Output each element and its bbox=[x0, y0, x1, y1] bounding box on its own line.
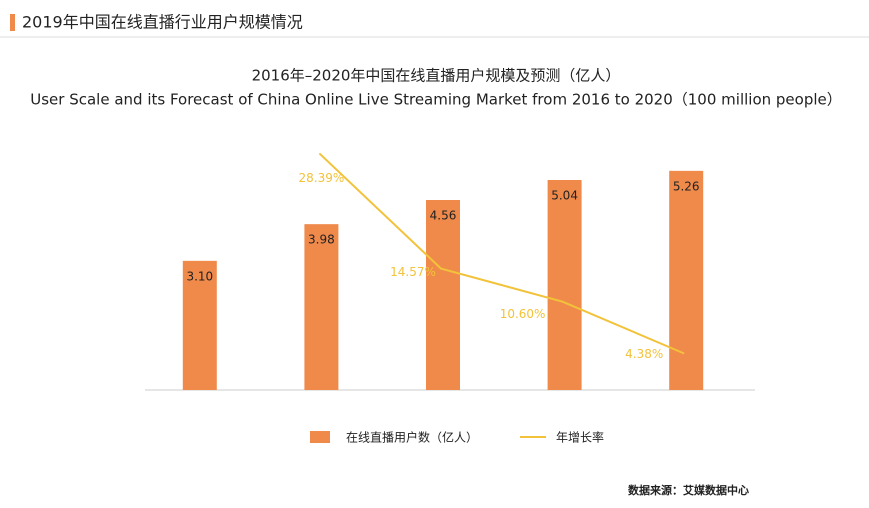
legend-swatch bbox=[310, 431, 330, 443]
data-label: 5.26 bbox=[673, 179, 700, 193]
bar bbox=[547, 180, 582, 390]
bar bbox=[182, 260, 217, 390]
bar bbox=[426, 200, 460, 390]
data-label: 4.38% bbox=[625, 347, 663, 361]
legend-label: 在线直播用户数（亿人） bbox=[346, 430, 478, 445]
data-label: 28.39% bbox=[299, 171, 345, 185]
chart-subtitle: User Scale and its Forecast of China Onl… bbox=[30, 91, 842, 109]
data-label: 3.10 bbox=[186, 269, 213, 283]
data-label: 4.56 bbox=[430, 209, 457, 223]
bar bbox=[304, 224, 339, 390]
data-label: 5.04 bbox=[551, 189, 578, 203]
source: 数据来源：艾媒数据中心 bbox=[628, 483, 749, 497]
chart-title: 2016年–2020年中国在线直播用户规模及预测（亿人） bbox=[252, 67, 621, 85]
data-label: 3.98 bbox=[308, 233, 335, 247]
legend-label: 年增长率 bbox=[556, 430, 604, 445]
bar bbox=[669, 170, 704, 390]
header-marker bbox=[10, 14, 15, 31]
header-title: 2019年中国在线直播行业用户规模情况 bbox=[22, 13, 303, 32]
growth-line bbox=[318, 152, 685, 355]
data-label: 14.57% bbox=[390, 265, 436, 279]
data-label: 10.60% bbox=[500, 307, 546, 321]
